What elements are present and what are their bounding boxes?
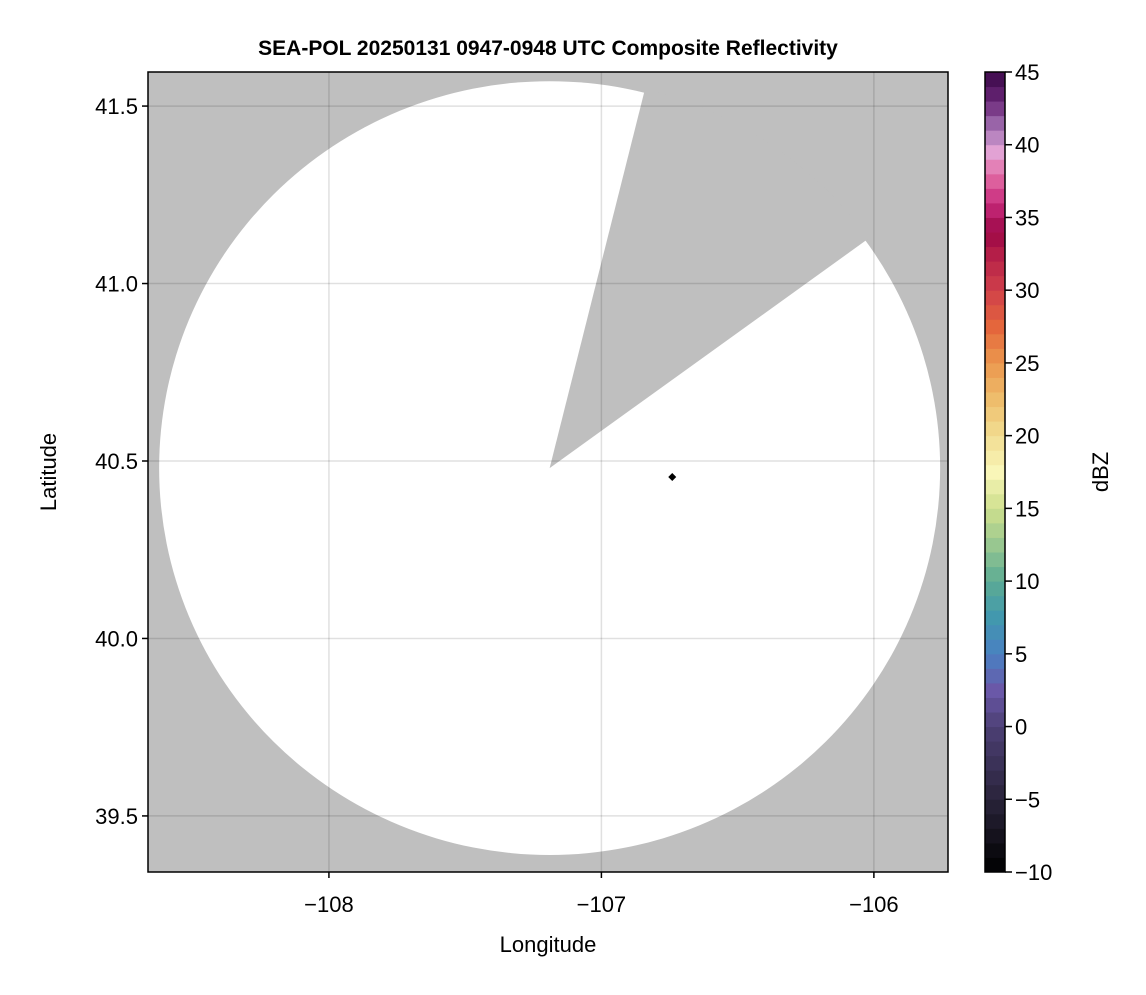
colorbar-bin xyxy=(985,72,1005,88)
blocked-sector xyxy=(549,88,869,469)
colorbar-bin xyxy=(985,86,1005,102)
y-tick-label: 40.0 xyxy=(95,626,138,651)
x-axis-label: Longitude xyxy=(500,932,597,957)
colorbar-bin xyxy=(985,770,1005,786)
colorbar-bin xyxy=(985,624,1005,640)
y-axis-ticks: 39.5 40.0 40.5 41.0 41.5 xyxy=(95,94,148,829)
colorbar-bin xyxy=(985,682,1005,698)
colorbar-bin xyxy=(985,144,1005,160)
colorbar-bin xyxy=(985,479,1005,495)
colorbar-bin xyxy=(985,333,1005,349)
colorbar-tick-label: 10 xyxy=(1015,569,1039,594)
colorbar-bin xyxy=(985,101,1005,117)
colorbar-bin xyxy=(985,784,1005,800)
colorbar-bin xyxy=(985,668,1005,684)
colorbar-bin xyxy=(985,450,1005,466)
colorbar-bin xyxy=(985,842,1005,858)
colorbar-bin xyxy=(985,610,1005,626)
y-tick-label: 40.5 xyxy=(95,449,138,474)
colorbar-bin xyxy=(985,581,1005,597)
x-tick-label: −106 xyxy=(849,892,899,917)
colorbar-bin xyxy=(985,508,1005,524)
colorbar-tick-label: 5 xyxy=(1015,642,1027,667)
colorbar-bin xyxy=(985,188,1005,204)
colorbar-bin xyxy=(985,421,1005,437)
x-axis-ticks: −108 −107 −106 xyxy=(304,872,899,917)
chart-title: SEA-POL 20250131 0947-0948 UTC Composite… xyxy=(258,37,838,60)
colorbar-label: dBZ xyxy=(1088,452,1113,492)
colorbar-bin xyxy=(985,726,1005,742)
colorbar-bin xyxy=(985,392,1005,408)
colorbar-bin xyxy=(985,159,1005,175)
colorbar-tick-label: 35 xyxy=(1015,205,1039,230)
colorbar-bin xyxy=(985,377,1005,393)
plot-area xyxy=(147,71,949,873)
colorbar-bin xyxy=(985,261,1005,277)
colorbar-bin xyxy=(985,639,1005,655)
y-tick-label: 39.5 xyxy=(95,804,138,829)
colorbar-bin xyxy=(985,712,1005,728)
colorbar-bin xyxy=(985,828,1005,844)
y-tick-label: 41.5 xyxy=(95,94,138,119)
colorbar-bin xyxy=(985,130,1005,146)
colorbar-tick-label: 15 xyxy=(1015,496,1039,521)
y-axis-label: Latitude xyxy=(36,433,61,511)
colorbar-bin xyxy=(985,304,1005,320)
map-layer xyxy=(148,72,948,872)
x-tick-label: −107 xyxy=(577,892,627,917)
colorbar-bin xyxy=(985,173,1005,189)
colorbar-bin xyxy=(985,115,1005,131)
colorbar-bin xyxy=(985,406,1005,422)
colorbar-bin xyxy=(985,799,1005,815)
colorbar-bin xyxy=(985,275,1005,291)
colorbar-bin xyxy=(985,653,1005,669)
colorbar-tick-label: 20 xyxy=(1015,424,1039,449)
radar-site-marker xyxy=(668,472,677,481)
colorbar-tick-label: 25 xyxy=(1015,351,1039,376)
colorbar-bin xyxy=(985,566,1005,582)
colorbar-bin xyxy=(985,217,1005,233)
colorbar-tick-label: 45 xyxy=(1015,60,1039,85)
colorbar-bin xyxy=(985,290,1005,306)
colorbar-bin xyxy=(985,493,1005,509)
colorbar-bin xyxy=(985,348,1005,364)
colorbar-bin xyxy=(985,435,1005,451)
colorbar-frame xyxy=(984,71,1006,873)
colorbar-bin xyxy=(985,232,1005,248)
colorbar-tick-label: −5 xyxy=(1015,787,1040,812)
colorbar-bin xyxy=(985,595,1005,611)
colorbar-bin xyxy=(985,246,1005,262)
colorbar-bin xyxy=(985,741,1005,757)
colorbar-bin xyxy=(985,552,1005,568)
colorbar-bin xyxy=(985,522,1005,538)
colorbar-bin xyxy=(985,319,1005,335)
colorbar: −10 −5 0 5 10 15 20 25 30 35 40 45 xyxy=(984,60,1052,885)
colorbar-bin xyxy=(985,697,1005,713)
colorbar-bin xyxy=(985,857,1005,873)
colorbar-bin xyxy=(985,464,1005,480)
colorbar-tick-label: 30 xyxy=(1015,278,1039,303)
colorbar-tick-label: −10 xyxy=(1015,860,1052,885)
colorbar-tick-label: 0 xyxy=(1015,715,1027,740)
colorbar-bin xyxy=(985,537,1005,553)
colorbar-bin xyxy=(985,813,1005,829)
colorbar-bin xyxy=(985,202,1005,218)
plot-frame xyxy=(147,71,949,873)
colorbar-tick-label: 40 xyxy=(1015,133,1039,158)
y-tick-label: 41.0 xyxy=(95,272,138,297)
colorbar-bin xyxy=(985,755,1005,771)
colorbar-bin xyxy=(985,362,1005,378)
x-tick-label: −108 xyxy=(304,892,354,917)
